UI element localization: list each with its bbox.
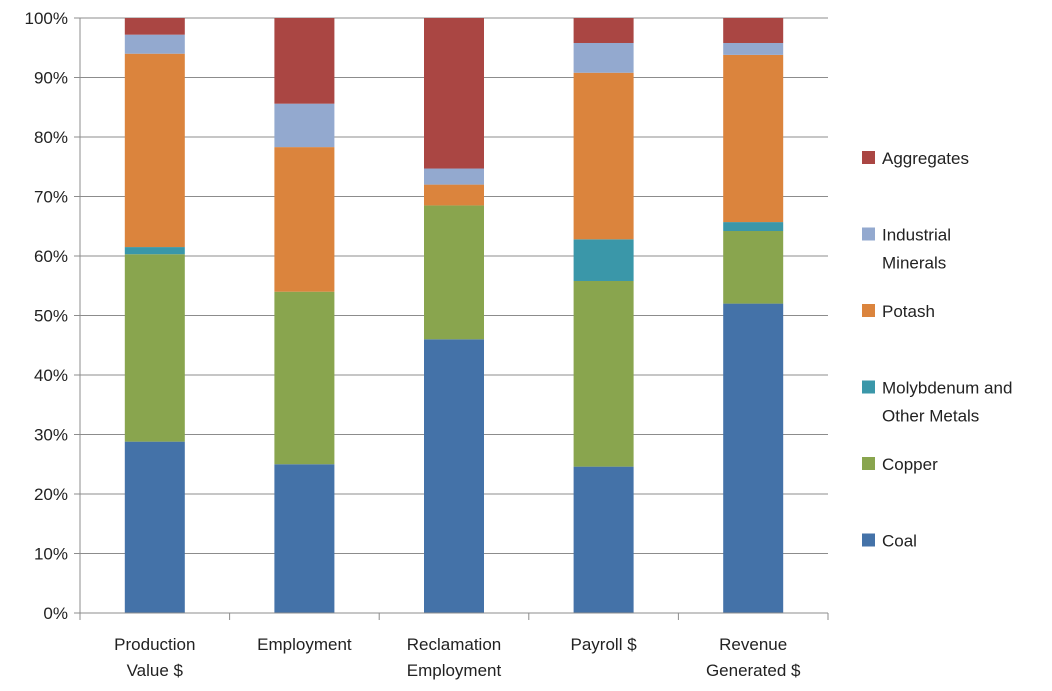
bar-segment-aggregates [573, 18, 634, 43]
legend-item: Molybdenum and Other Metals [862, 379, 1012, 426]
bar-segment-potash [723, 54, 784, 223]
bar-segment-potash [573, 72, 634, 240]
bars [124, 18, 784, 613]
x-category-label-line: Payroll $ [571, 635, 638, 654]
legend-label-line: Industrial [882, 226, 951, 245]
bar-segment-coal [723, 303, 784, 613]
legend-label: Copper [882, 455, 938, 474]
bar-segment-coal [274, 464, 335, 613]
y-tick-label: 80% [34, 128, 68, 147]
legend-label-line: Molybdenum and [882, 379, 1012, 398]
x-category-label-line: Production [114, 635, 195, 654]
legend-item: Aggregates [862, 149, 969, 168]
bar-segment-industrial-minerals [274, 103, 335, 148]
bar-segment-copper [573, 280, 634, 467]
x-category-label-line: Employment [257, 635, 352, 654]
legend-label-line: Minerals [882, 254, 946, 273]
bar-segment-molybdenum-and-other-metals [124, 247, 185, 255]
legend-swatch [862, 227, 875, 241]
legend-label: Molybdenum and Other Metals [882, 379, 1012, 426]
legend-label-line: Other Metals [882, 407, 979, 426]
y-tick-label: 90% [34, 69, 68, 88]
bar-segment-molybdenum-and-other-metals [573, 239, 634, 281]
bar-segment-copper [723, 231, 784, 304]
legend-label-line: Potash [882, 302, 935, 321]
x-category-label: Reclamation Employment [407, 635, 502, 680]
bar-segment-copper [424, 205, 484, 340]
bar-segment-aggregates [723, 18, 784, 43]
y-tick-label: 60% [34, 247, 68, 266]
bar-segment-industrial-minerals [424, 168, 484, 185]
legend-item: Copper [862, 455, 938, 474]
bar-segment-industrial-minerals [573, 42, 634, 73]
legend-item: Industrial Minerals [862, 226, 951, 273]
x-category-label: Employment [257, 635, 352, 654]
legend-item: Coal [862, 532, 917, 551]
y-tick-label: 70% [34, 188, 68, 207]
y-tick-label: 0% [43, 604, 68, 623]
legend-label-line: Coal [882, 532, 917, 551]
bar-segment-aggregates [274, 18, 335, 104]
legend-label: Coal [882, 532, 917, 551]
legend-label: Aggregates [882, 149, 969, 168]
legend-label: Potash [882, 302, 935, 321]
x-category-label: Payroll $ [571, 635, 638, 654]
legend-swatch [862, 457, 875, 470]
x-category-label: Production Value $ [114, 635, 195, 680]
bar-segment-potash [274, 147, 335, 292]
legend-swatch [862, 533, 875, 547]
bar-segment-potash [124, 53, 185, 248]
bar-segment-copper [124, 254, 185, 442]
legend-item: Potash [862, 302, 935, 321]
bar-segment-copper [274, 291, 335, 465]
y-tick-label: 30% [34, 426, 68, 445]
legend: Aggregates Industrial Minerals Potash Molybd… [862, 149, 1012, 551]
bar-segment-industrial-minerals [723, 42, 784, 55]
bar-segment-coal [424, 339, 484, 613]
bar-segment-aggregates [424, 18, 484, 169]
x-category-label-line: Value $ [127, 661, 184, 680]
x-category-label-line: Revenue [719, 635, 787, 654]
legend-swatch [862, 151, 875, 164]
y-tick-label: 40% [34, 366, 68, 385]
bar-segment-molybdenum-and-other-metals [723, 222, 784, 232]
y-tick-label: 50% [34, 307, 68, 326]
legend-swatch [862, 380, 875, 394]
y-tick-label: 20% [34, 485, 68, 504]
legend-swatch [862, 304, 875, 317]
axes: 0% 10% 20% 30% 40% 50% 60% 70% 80% 90% 100% Product… [25, 9, 829, 680]
bar-segment-industrial-minerals [124, 34, 185, 54]
bar-segment-coal [573, 466, 634, 613]
bar-segment-potash [424, 184, 484, 206]
legend-label-line: Copper [882, 455, 938, 474]
legend-label: Industrial Minerals [882, 226, 951, 273]
y-tick-label: 10% [34, 545, 68, 564]
x-category-label-line: Reclamation [407, 635, 502, 654]
bar-segment-coal [124, 441, 185, 613]
y-tick-label: 100% [25, 9, 68, 28]
bar-segment-aggregates [124, 18, 185, 35]
legend-label-line: Aggregates [882, 149, 969, 168]
x-category-label-line: Generated $ [706, 661, 801, 680]
x-category-label-line: Employment [407, 661, 502, 680]
x-category-label: Revenue Generated $ [706, 635, 801, 680]
